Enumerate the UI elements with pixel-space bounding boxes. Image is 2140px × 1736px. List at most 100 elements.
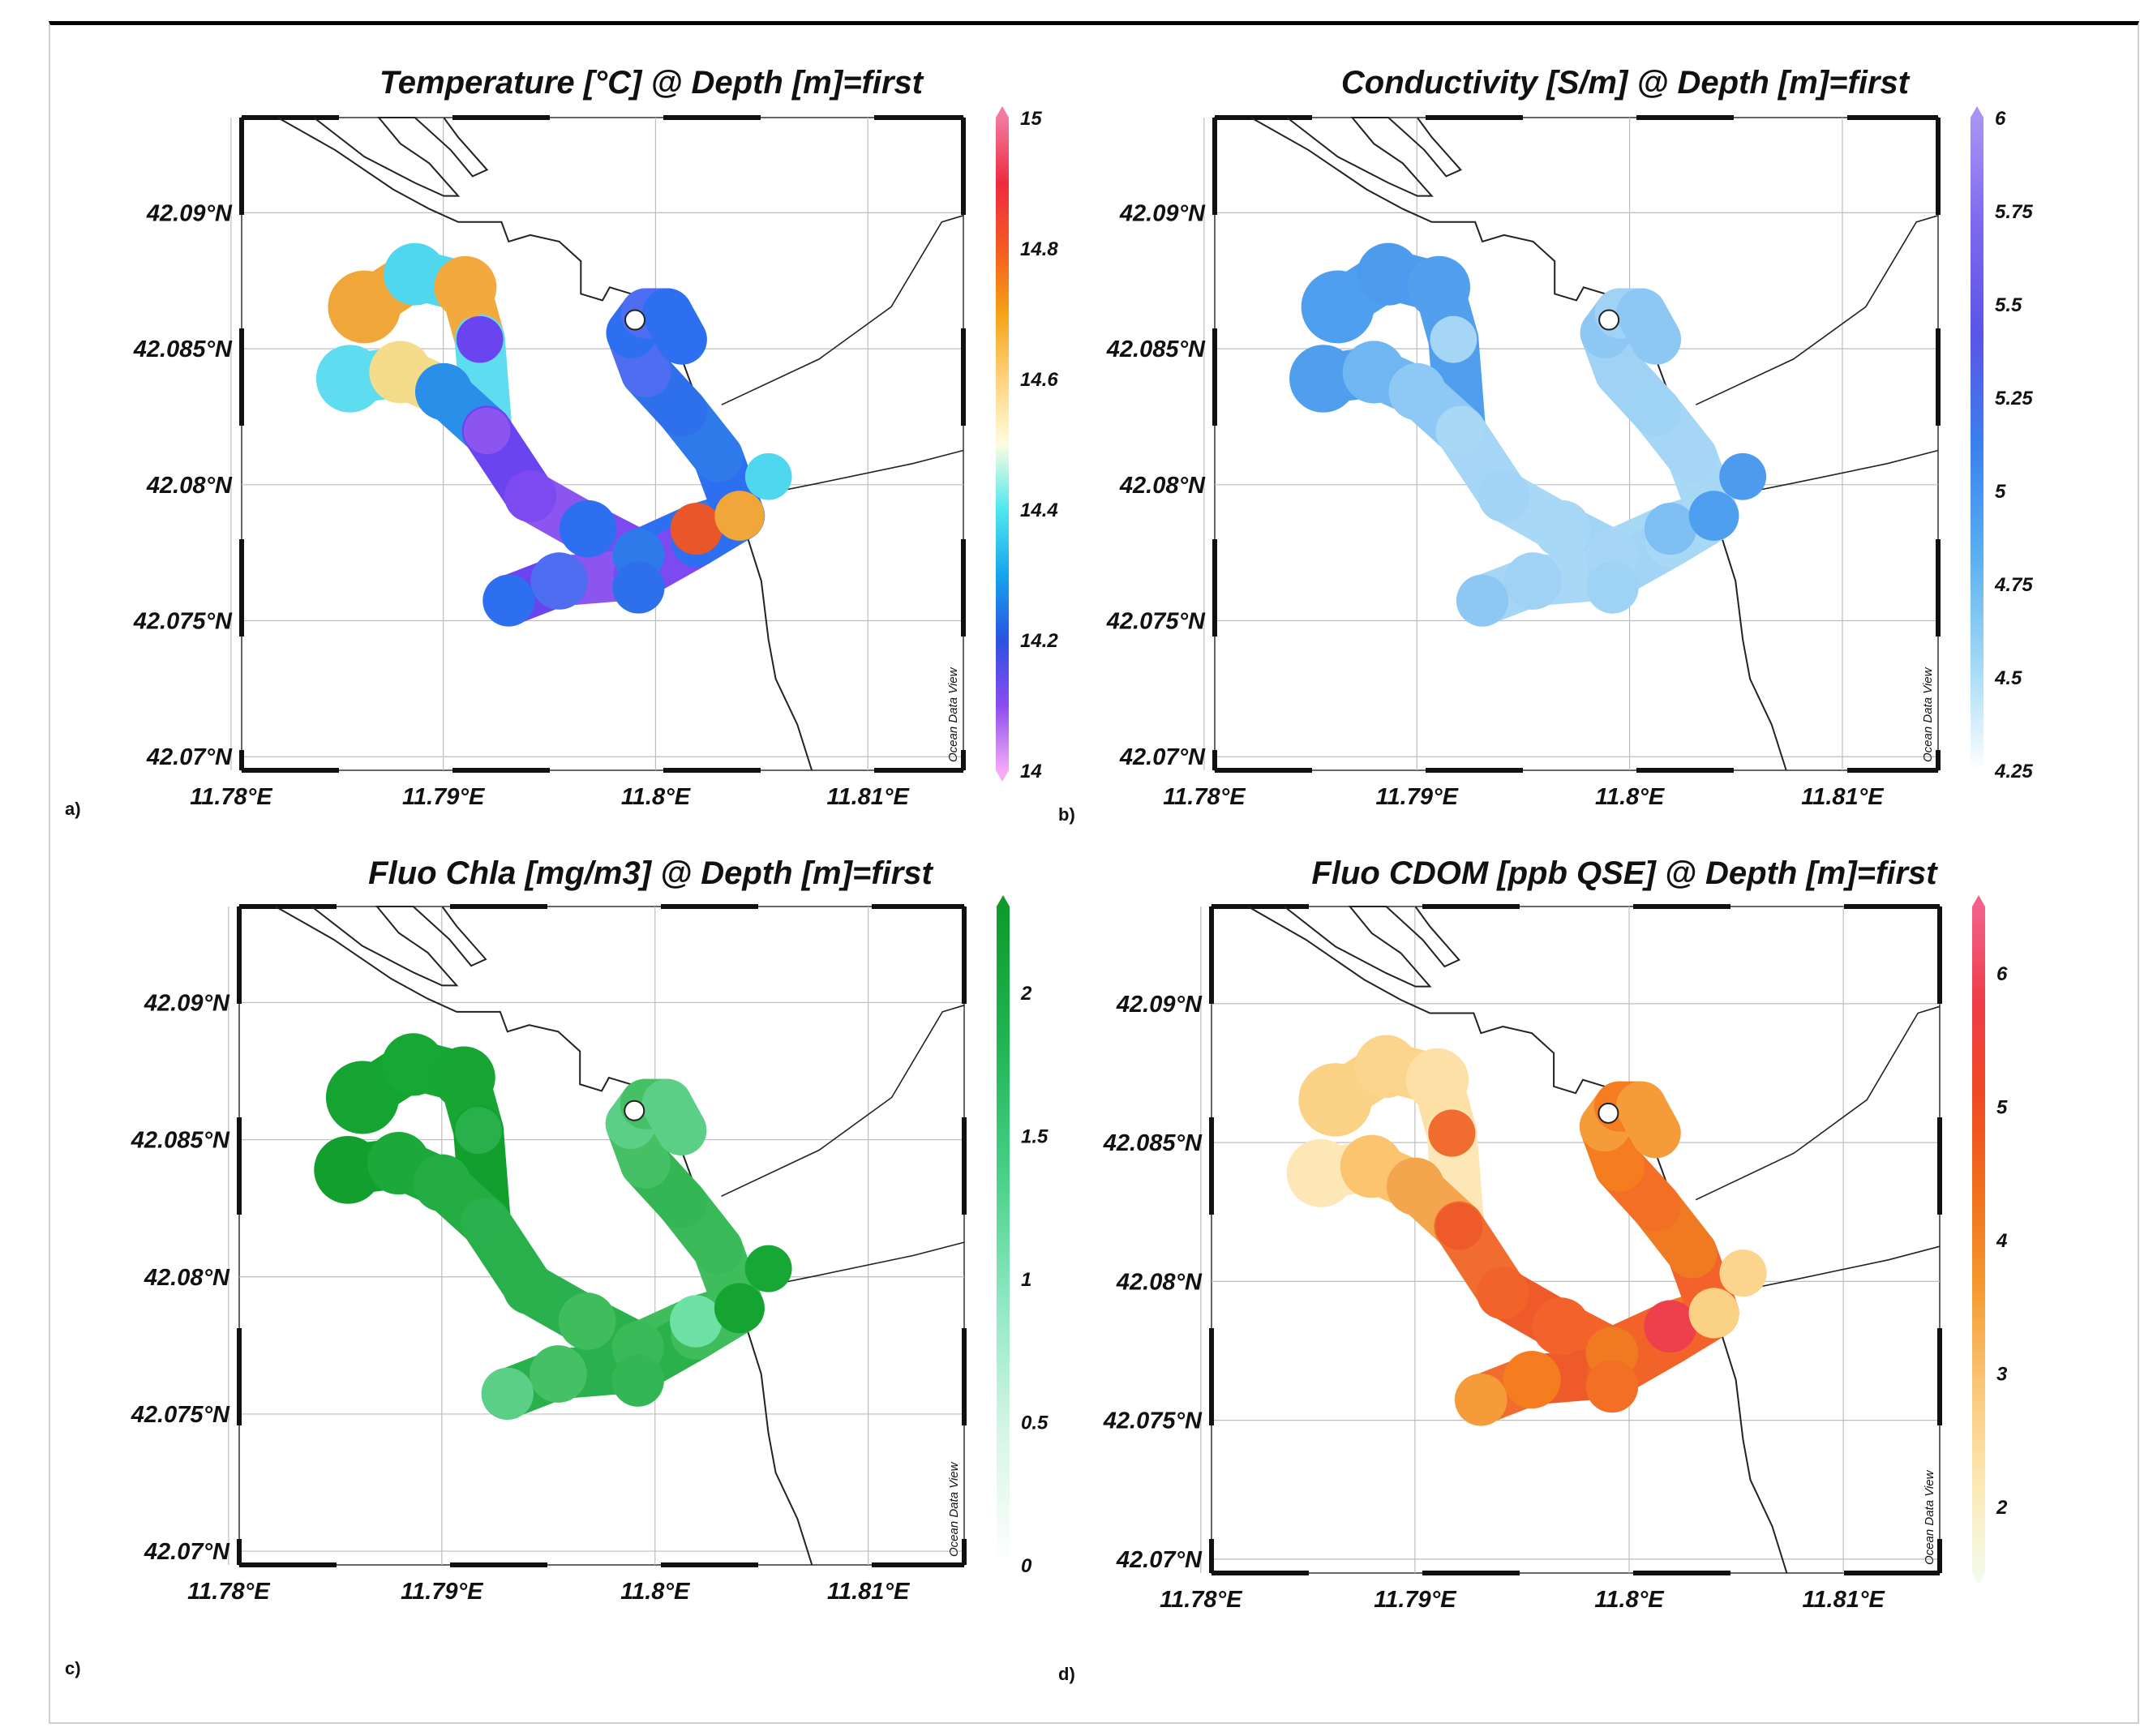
panel-label: a) xyxy=(65,799,81,819)
track-sample xyxy=(1430,315,1477,363)
track-sample xyxy=(1386,1157,1445,1215)
harbour-jetty xyxy=(1284,906,1460,988)
track-sample xyxy=(455,1107,502,1155)
longitude-tick-label: 11.81°E xyxy=(1801,784,1885,810)
odv-watermark: Ocean Data View xyxy=(1921,667,1935,762)
track-sample xyxy=(1644,1300,1697,1353)
colorbar-tick-label: 6 xyxy=(1995,108,2006,130)
inland-line xyxy=(1695,1005,1941,1201)
colorbar-arrow-bottom xyxy=(1972,1573,1985,1584)
track-sample xyxy=(413,1154,471,1212)
longitude-tick-label: 11.8°E xyxy=(620,1579,691,1605)
track-sample xyxy=(1289,345,1357,413)
plot-area xyxy=(1214,117,1939,771)
track-sample xyxy=(612,561,665,614)
track-sample xyxy=(670,503,723,555)
track-sample xyxy=(482,574,535,627)
latitude-tick-label: 42.085°N xyxy=(1106,336,1206,362)
track-segment xyxy=(1615,1081,1681,1159)
plot-area xyxy=(238,906,965,1566)
odv-watermark: Ocean Data View xyxy=(947,1461,961,1557)
track-sample xyxy=(529,1345,587,1403)
colorbar-tick-label: 4 xyxy=(1996,1230,2007,1252)
map-panel-c: Fluo Chla [mg/m3] @ Depth [m]=first 42.09… xyxy=(65,855,1049,1678)
track-sample xyxy=(504,469,557,522)
figure-frame xyxy=(49,21,2139,1724)
longitude-tick-label: 11.8°E xyxy=(621,784,692,810)
track-sample xyxy=(1435,1202,1483,1250)
track-sample xyxy=(1388,362,1447,421)
inland-line xyxy=(1695,215,1939,405)
track-sample xyxy=(1301,270,1374,344)
colorbar-arrow-bottom xyxy=(1971,770,1983,782)
panel-label: d) xyxy=(1058,1664,1075,1684)
track-sample xyxy=(328,270,401,344)
track-sample xyxy=(559,499,617,558)
map-panel-b: Conductivity [S/m] @ Depth [m]=first 42.0… xyxy=(1058,65,2033,825)
longitude-tick-label: 11.8°E xyxy=(1594,1587,1665,1613)
track-sample xyxy=(1585,1360,1639,1413)
longitude-tick-label: 11.81°E xyxy=(827,1579,911,1605)
latitude-tick-label: 42.08°N xyxy=(1116,1269,1203,1295)
track-sample xyxy=(432,1046,495,1109)
track-sample xyxy=(1586,561,1639,614)
track-sample xyxy=(1503,1351,1561,1409)
colorbar-arrow-top xyxy=(997,895,1010,907)
track-sample xyxy=(1407,255,1471,319)
panel-title: Conductivity [S/m] @ Depth [m]=first xyxy=(1341,65,1911,101)
latitude-tick-label: 42.07°N xyxy=(144,1539,230,1565)
colorbar-tick-label: 1.5 xyxy=(1021,1125,1049,1147)
track-sample xyxy=(1286,1138,1355,1207)
track-sample xyxy=(314,1135,382,1204)
track-sample xyxy=(1428,1109,1476,1157)
panel-title: Fluo CDOM [ppb QSE] @ Depth [m]=first xyxy=(1311,855,1938,891)
plot-area xyxy=(241,117,964,771)
longitude-tick-label: 11.79°E xyxy=(1374,1587,1457,1613)
latitude-tick-label: 42.09°N xyxy=(146,200,233,226)
track-segment xyxy=(641,1078,707,1156)
plot-area xyxy=(1211,906,1941,1574)
colorbar-tick-label: 3 xyxy=(1996,1363,2008,1385)
longitude-tick-label: 11.78°E xyxy=(1160,1587,1243,1613)
latitude-tick-label: 42.09°N xyxy=(144,990,230,1016)
track-segment xyxy=(1616,288,1682,365)
colorbar-tick-label: 5 xyxy=(1996,1097,2008,1119)
panel-label: c) xyxy=(65,1658,81,1678)
map-panel-a: Temperature [°C] @ Depth [m]=first 42.09°… xyxy=(65,65,1058,819)
track-sample xyxy=(714,1283,765,1334)
track-sample xyxy=(1477,469,1530,523)
map-panel-d: Fluo CDOM [ppb QSE] @ Depth [m]=first 42.… xyxy=(1058,855,2008,1684)
colorbar-tick-label: 1 xyxy=(1021,1269,1031,1291)
colorbar-tick-label: 5 xyxy=(1995,481,2006,503)
track-sample xyxy=(744,452,792,500)
latitude-tick-label: 42.075°N xyxy=(131,1402,230,1428)
colorbar-tick-label: 0.5 xyxy=(1021,1412,1049,1434)
track-segment xyxy=(642,288,707,365)
inland-line xyxy=(721,1005,965,1198)
track-sample xyxy=(315,345,384,413)
panel-label: b) xyxy=(1058,804,1075,825)
latitude-tick-label: 42.075°N xyxy=(1106,609,1206,635)
colorbar-tick-label: 2 xyxy=(1996,1497,2008,1519)
track-sample xyxy=(744,1245,792,1292)
track-sample xyxy=(1532,1297,1590,1356)
harbour-hook xyxy=(624,1099,645,1121)
colorbar-arrow-top xyxy=(1971,106,1983,118)
track-sample xyxy=(1437,407,1485,455)
panel-title: Temperature [°C] @ Depth [m]=first xyxy=(380,65,924,101)
latitude-tick-label: 42.085°N xyxy=(131,1128,230,1154)
harbour-jetty xyxy=(311,906,487,987)
survey-track xyxy=(1286,1035,1767,1426)
longitude-tick-label: 11.81°E xyxy=(1802,1587,1885,1613)
track-sample xyxy=(1405,1048,1469,1112)
colorbar-arrow-top xyxy=(1972,895,1985,907)
harbour-hook xyxy=(1598,309,1620,331)
colorbar xyxy=(1971,118,1983,770)
colorbar xyxy=(996,118,1009,770)
colorbar-arrow-bottom xyxy=(996,770,1009,782)
colorbar-tick-label: 4.5 xyxy=(1994,667,2022,689)
track-sample xyxy=(325,1061,400,1134)
track-sample xyxy=(1354,1035,1418,1099)
longitude-tick-label: 11.79°E xyxy=(1376,784,1460,810)
